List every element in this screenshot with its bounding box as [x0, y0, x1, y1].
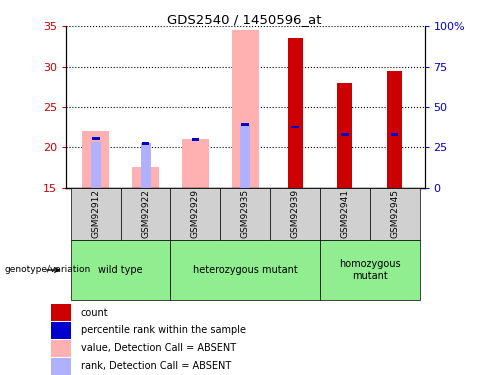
Bar — [51, 340, 71, 357]
Text: genotype/variation: genotype/variation — [5, 266, 91, 274]
Text: homozygous
mutant: homozygous mutant — [339, 259, 401, 281]
Bar — [320, 188, 370, 240]
Bar — [270, 188, 320, 240]
Bar — [337, 83, 352, 188]
Text: GSM92945: GSM92945 — [390, 189, 399, 238]
Bar — [341, 133, 348, 136]
Text: GSM92935: GSM92935 — [241, 189, 250, 238]
Text: percentile rank within the sample: percentile rank within the sample — [81, 326, 245, 336]
Bar — [51, 322, 71, 339]
Bar — [142, 142, 149, 145]
Text: value, Detection Call = ABSENT: value, Detection Call = ABSENT — [81, 343, 236, 353]
Bar — [220, 188, 270, 240]
Bar — [71, 240, 170, 300]
Bar — [170, 240, 320, 300]
Bar — [182, 139, 209, 188]
Bar — [82, 131, 109, 188]
Text: heterozygous mutant: heterozygous mutant — [193, 265, 298, 275]
Text: GSM92922: GSM92922 — [141, 189, 150, 238]
Bar — [141, 143, 151, 188]
Text: wild type: wild type — [99, 265, 143, 275]
Bar — [132, 167, 159, 188]
Bar — [287, 38, 303, 188]
Bar — [51, 357, 71, 375]
Bar — [121, 188, 170, 240]
Bar — [370, 188, 420, 240]
Text: rank, Detection Call = ABSENT: rank, Detection Call = ABSENT — [81, 361, 231, 371]
Bar — [91, 141, 101, 188]
Text: count: count — [81, 308, 108, 318]
Bar — [192, 138, 199, 141]
Text: GDS2540 / 1450596_at: GDS2540 / 1450596_at — [167, 13, 321, 26]
Bar — [320, 240, 420, 300]
Bar — [51, 304, 71, 321]
Text: GSM92929: GSM92929 — [191, 189, 200, 238]
Bar — [291, 126, 299, 129]
Bar — [92, 137, 100, 140]
Bar — [170, 188, 220, 240]
Bar — [231, 30, 259, 188]
Text: GSM92939: GSM92939 — [290, 189, 300, 238]
Text: GSM92941: GSM92941 — [340, 189, 349, 238]
Bar — [71, 188, 121, 240]
Text: GSM92912: GSM92912 — [91, 189, 100, 238]
Bar — [387, 70, 402, 188]
Bar — [242, 123, 249, 126]
Bar — [391, 133, 398, 136]
Bar — [240, 124, 250, 188]
